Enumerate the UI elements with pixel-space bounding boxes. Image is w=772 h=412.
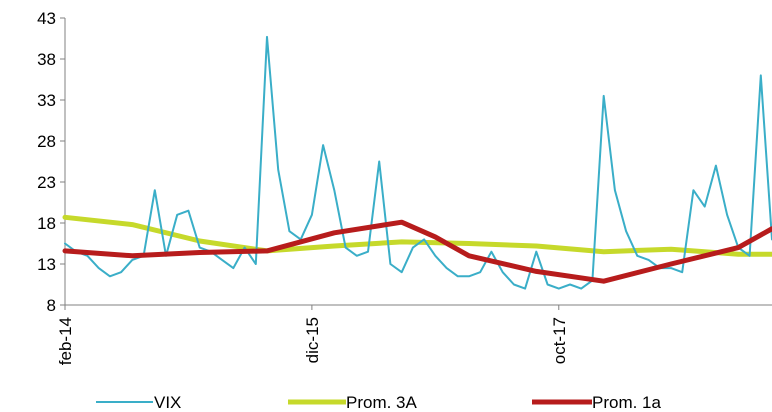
y-axis: 8 13 18 23 28 33 38 43 <box>37 9 66 315</box>
y-tick-label: 8 <box>47 296 56 315</box>
y-tick-label: 23 <box>37 173 56 192</box>
legend-label: Prom. 1a <box>592 393 662 412</box>
x-tick-label: feb-14 <box>56 317 75 365</box>
y-tick-label: 43 <box>37 9 56 28</box>
x-tick-label: dic-15 <box>303 317 322 363</box>
series-line-prom-1a <box>62 219 772 284</box>
legend-item: Prom. 3A <box>288 393 418 412</box>
series-line-prom-3a <box>62 214 772 257</box>
legend-label: Prom. 3A <box>346 393 418 412</box>
series-line-vix <box>64 35 772 290</box>
y-tick-label: 38 <box>37 50 56 69</box>
legend: VIX Prom. 3A Prom. 1a <box>96 393 662 412</box>
x-axis: feb-14 dic-15 oct-17 <box>56 304 772 365</box>
y-tick-label: 28 <box>37 132 56 151</box>
legend-label: VIX <box>154 393 181 412</box>
y-tick-label: 18 <box>37 214 56 233</box>
legend-item: Prom. 1a <box>532 393 662 412</box>
y-tick-label: 33 <box>37 91 56 110</box>
legend-item: VIX <box>96 393 181 412</box>
x-tick-label: oct-17 <box>550 317 569 364</box>
y-tick-label: 13 <box>37 255 56 274</box>
plot-area <box>62 35 772 290</box>
